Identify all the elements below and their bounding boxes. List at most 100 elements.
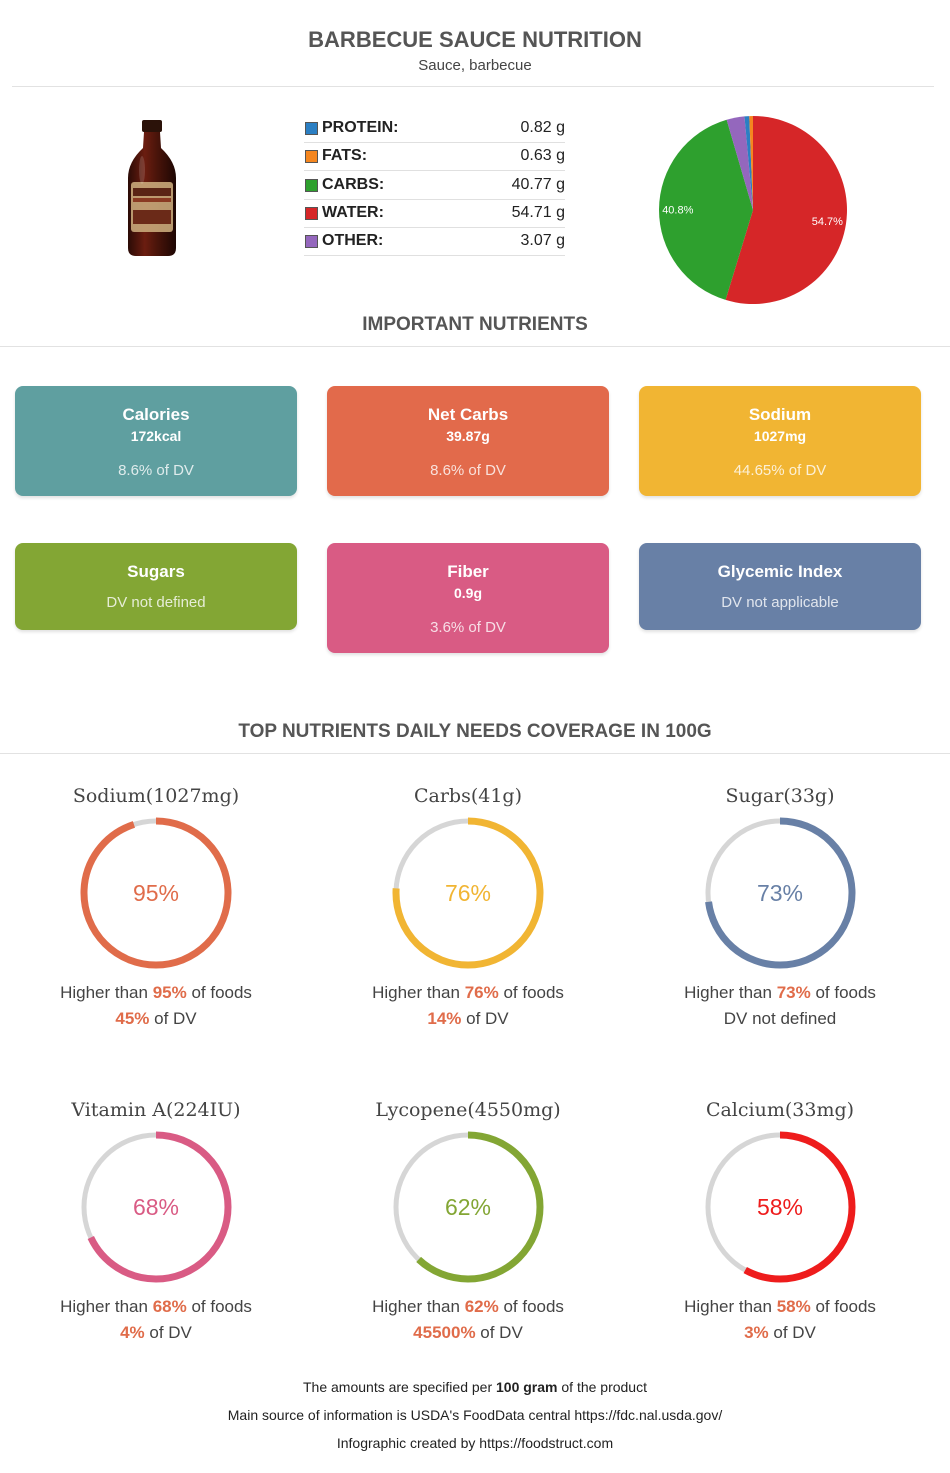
macro-label: FATS: [322, 147, 368, 165]
ring-percent-label: 62% [445, 1194, 491, 1220]
card-dv: 3.6% of DV [430, 619, 506, 636]
macro-label: PROTEIN: [322, 119, 399, 136]
higher-than-label: Higher than 58% of foods [684, 1297, 876, 1316]
ring-progress [80, 817, 232, 969]
card-dv: DV not defined [106, 594, 206, 611]
card-name: Sodium [748, 405, 812, 424]
macro-swatch [305, 122, 318, 135]
macro-swatch [305, 206, 318, 220]
pie-slice-fats [749, 116, 753, 210]
nutrient-card-sugars: Sugars DV not defined [15, 543, 297, 630]
coverage-item-title: Carbs(41g) [413, 785, 523, 807]
ring-percent-label: 95% [133, 880, 179, 906]
header-divider [12, 86, 934, 87]
coverage-item-title: Sugar(33g) [725, 785, 835, 807]
coverage-item-title: Sodium(1027mg) [72, 785, 240, 807]
pie-slice-other [726, 116, 753, 210]
card-name: Net Carbs [427, 405, 509, 424]
card-dv: 8.6% of DV [430, 462, 506, 479]
macro-row: OTHER: 3.07 g [304, 227, 565, 257]
coverage-ring: 58% [704, 1131, 856, 1283]
card-value: 172kcal [130, 428, 182, 444]
coverage-item-title: Calcium(33mg) [705, 1099, 855, 1121]
coverage-item: Calcium(33mg) 58% Higher than 58% of foods… [624, 1099, 936, 1343]
macro-value: 40.77 g [511, 175, 565, 193]
dv-label: 3% of DV [744, 1323, 816, 1342]
macro-swatch [305, 178, 318, 192]
nutrient-card-calories: Calories 172kcal 8.6% of DV [15, 386, 297, 496]
footer-credit: Infographic created by https://foodstruc… [336, 1435, 614, 1451]
pie-slice-water [725, 116, 848, 304]
coverage-ring: 95% [80, 817, 232, 969]
pie-slice-label: 40.8% [662, 205, 693, 217]
dv-label: 45500% of DV [413, 1323, 523, 1342]
coverage-item: Sugar(33g) 73% Higher than 73% of foods DV … [624, 785, 936, 1029]
ring-progress [80, 1131, 232, 1283]
coverage-item: Carbs(41g) 76% Higher than 76% of foods 14%… [312, 785, 624, 1029]
card-value: 0.9g [453, 585, 482, 601]
coverage-ring: 76% [392, 817, 544, 969]
macro-row: CARBS: 40.77 g [304, 171, 565, 200]
nutrient-card-net-carbs: Net Carbs 39.87g 8.6% of DV [327, 386, 609, 496]
coverage-ring: 68% [80, 1131, 232, 1283]
ring-percent-label: 58% [757, 1194, 803, 1220]
coverage-ring: 73% [704, 817, 856, 969]
card-value: 1027mg [753, 428, 807, 444]
macro-value: 0.82 g [520, 119, 565, 136]
page-title: BARBECUE SAUCE NUTRITION [308, 27, 642, 52]
card-dv: 8.6% of DV [118, 462, 194, 479]
footer-source-note: Main source of information is USDA's Foo… [227, 1407, 723, 1423]
card-name: Glycemic Index [717, 562, 843, 581]
higher-than-label: Higher than 73% of foods [684, 983, 876, 1002]
bottle-icon [128, 120, 176, 256]
dv-label: 4% of DV [120, 1323, 192, 1342]
macro-value: 54.71 g [511, 203, 565, 221]
coverage-item-title: Vitamin A(224IU) [71, 1099, 241, 1121]
macro-row: FATS: 0.63 g [304, 142, 565, 172]
coverage-title: TOP NUTRIENTS DAILY NEEDS COVERAGE IN 10… [238, 721, 712, 742]
card-dv: DV not applicable [721, 594, 839, 611]
macro-label: WATER: [322, 203, 384, 221]
coverage-item: Vitamin A(224IU) 68% Higher than 68% of fo… [0, 1099, 312, 1343]
dv-label: 45% of DV [115, 1009, 197, 1028]
ring-progress [392, 817, 544, 969]
important-divider [0, 346, 950, 347]
macro-label: OTHER: [322, 232, 384, 250]
page-subtitle: Sauce, barbecue [418, 57, 532, 74]
macro-row: WATER: 54.71 g [304, 199, 565, 228]
coverage-item: Sodium(1027mg) 95% Higher than 95% of food… [0, 785, 312, 1029]
card-name: Sugars [127, 562, 185, 581]
card-name: Calories [122, 405, 190, 424]
dv-label: 14% of DV [427, 1009, 509, 1028]
important-nutrients-title: IMPORTANT NUTRIENTS [362, 314, 588, 335]
nutrient-card-sodium: Sodium 1027mg 44.65% of DV [639, 386, 921, 496]
ring-percent-label: 76% [445, 880, 491, 906]
macro-row: PROTEIN: 0.82 g [304, 114, 565, 143]
pie-slice-carbs [659, 119, 753, 300]
coverage-item-title: Lycopene(4550mg) [375, 1099, 561, 1121]
ring-progress [704, 817, 856, 969]
ring-progress [392, 1131, 544, 1283]
nutrient-card-glycemic-index: Glycemic Index DV not applicable [639, 543, 921, 630]
coverage-ring: 62% [392, 1131, 544, 1283]
card-dv: 44.65% of DV [733, 462, 827, 479]
higher-than-label: Higher than 76% of foods [372, 983, 564, 1002]
nutrient-card-fiber: Fiber 0.9g 3.6% of DV [327, 543, 609, 653]
macro-label: CARBS: [322, 175, 385, 193]
pie-slice-label: 54.7% [812, 216, 843, 228]
card-value: 39.87g [446, 428, 490, 444]
macro-pie-chart: 54.7% 40.8% [655, 112, 851, 308]
dv-label: DV not defined [723, 1009, 837, 1028]
coverage-item: Lycopene(4550mg) 62% Higher than 62% of fo… [312, 1099, 624, 1343]
pie-slice-protein [744, 116, 753, 210]
higher-than-label: Higher than 62% of foods [372, 1297, 564, 1316]
card-name: Fiber [447, 562, 489, 581]
higher-than-label: Higher than 68% of foods [60, 1297, 252, 1316]
ring-percent-label: 73% [757, 880, 803, 906]
barbecue-sauce-bottle-image [120, 118, 184, 260]
pie-svg: 54.7% 40.8% [659, 116, 848, 304]
coverage-divider [0, 753, 950, 754]
macro-value: 3.07 g [520, 232, 565, 250]
macro-swatch [305, 235, 318, 249]
macro-swatch [305, 150, 318, 164]
